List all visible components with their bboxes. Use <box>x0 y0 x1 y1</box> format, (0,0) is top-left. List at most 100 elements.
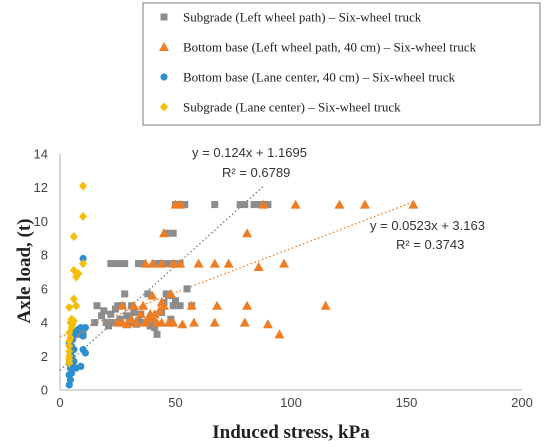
data-point-series-2 <box>126 314 137 324</box>
data-point-series-2 <box>156 297 167 307</box>
data-point-series-2 <box>242 300 253 310</box>
data-point-series-2 <box>154 305 165 315</box>
data-point-series-1 <box>153 260 161 268</box>
data-point-series-2 <box>253 261 264 271</box>
data-point-series-4 <box>74 269 83 279</box>
data-point-series-1 <box>91 319 99 327</box>
data-point-series-1 <box>183 285 191 293</box>
legend-marker-1 <box>160 13 168 21</box>
data-point-series-1 <box>105 322 113 330</box>
data-point-series-1 <box>116 260 124 268</box>
legend-marker-4 <box>160 102 168 112</box>
y-tick-label: 6 <box>41 281 48 296</box>
data-point-series-1 <box>135 260 143 268</box>
data-point-series-1 <box>135 317 143 325</box>
data-point-series-1 <box>130 308 138 316</box>
legend-marker-2 <box>159 42 169 51</box>
trendline-1-equation: y = 0.124x + 1.1695 <box>192 145 307 160</box>
data-point-series-1 <box>153 330 161 338</box>
data-point-series-2 <box>193 258 204 268</box>
data-point-series-3 <box>79 254 87 263</box>
data-point-series-1 <box>144 290 152 298</box>
data-point-series-1 <box>169 229 177 237</box>
data-point-series-1 <box>121 290 129 298</box>
data-point-series-1 <box>264 201 272 209</box>
data-point-series-1 <box>109 319 117 327</box>
data-point-series-1 <box>121 260 129 268</box>
data-point-series-2 <box>359 199 370 209</box>
data-point-series-4 <box>72 301 81 311</box>
y-tick-label: 2 <box>41 349 48 364</box>
data-point-series-2 <box>147 258 158 268</box>
legend-label-1: Subgrade (Left wheel path) – Six-wheel t… <box>183 10 422 25</box>
data-point-series-2 <box>209 317 220 327</box>
y-tick-label: 14 <box>34 147 48 162</box>
data-point-series-1 <box>169 302 177 310</box>
data-point-series-2 <box>212 300 223 310</box>
data-point-series-4 <box>65 346 74 356</box>
y-tick-label: 4 <box>41 315 48 330</box>
data-point-series-4 <box>69 316 78 326</box>
y-tick-label: 12 <box>34 180 48 195</box>
data-point-series-2 <box>131 317 142 327</box>
data-point-series-2 <box>158 228 169 238</box>
x-tick-label: 200 <box>511 395 533 410</box>
data-point-series-1 <box>255 201 263 209</box>
data-point-series-2 <box>175 199 186 209</box>
data-point-series-2 <box>334 199 345 209</box>
data-point-series-2 <box>168 258 179 268</box>
trendline-2-equation: y = 0.0523x + 3.163 <box>370 218 485 233</box>
data-point-series-2 <box>138 300 149 310</box>
data-point-series-1 <box>100 307 108 315</box>
data-point-series-1 <box>74 330 82 338</box>
data-point-series-4 <box>79 181 88 191</box>
x-tick-label: 0 <box>56 395 63 410</box>
data-points <box>65 181 419 389</box>
data-point-series-1 <box>165 260 173 268</box>
data-point-series-2 <box>262 319 273 329</box>
data-point-series-1 <box>123 312 131 320</box>
data-point-series-2 <box>242 228 253 238</box>
data-point-series-1 <box>250 201 258 209</box>
data-point-series-2 <box>175 258 186 268</box>
data-point-series-3 <box>79 332 87 340</box>
data-point-series-4 <box>65 351 74 361</box>
legend-label-2: Bottom base (Left wheel path, 40 cm) – S… <box>183 40 477 55</box>
data-point-series-2 <box>128 300 139 310</box>
data-point-series-4 <box>69 232 78 242</box>
data-point-series-1 <box>151 324 159 332</box>
y-tick-label: 10 <box>34 214 48 229</box>
data-point-series-3 <box>81 349 90 357</box>
data-point-series-2 <box>165 288 176 298</box>
legend: Subgrade (Left wheel path) – Six-wheel t… <box>142 2 541 126</box>
data-point-series-4 <box>65 341 74 351</box>
y-tick-label: 0 <box>41 383 48 398</box>
data-point-series-1 <box>93 302 101 310</box>
data-point-series-2 <box>223 258 234 268</box>
data-point-series-1 <box>211 201 219 209</box>
data-point-series-4 <box>79 259 88 269</box>
data-point-series-2 <box>117 300 128 310</box>
x-tick-label: 100 <box>280 395 302 410</box>
data-point-series-2 <box>156 258 167 268</box>
data-point-series-1 <box>172 297 179 305</box>
data-point-series-2 <box>290 199 301 209</box>
data-point-series-2 <box>177 319 188 329</box>
data-point-series-2 <box>168 317 179 327</box>
data-point-series-2 <box>156 317 167 327</box>
data-point-series-2 <box>188 317 199 327</box>
data-point-series-2 <box>274 329 285 339</box>
data-point-series-2 <box>258 199 269 209</box>
trendline-1 <box>59 185 264 371</box>
data-point-series-2 <box>239 317 250 327</box>
data-point-series-1 <box>114 302 122 310</box>
data-point-series-3 <box>81 324 90 332</box>
data-point-series-1 <box>167 315 175 323</box>
data-point-series-2 <box>408 199 419 209</box>
trendlines <box>59 185 414 371</box>
data-point-series-2 <box>209 258 220 268</box>
trendline-1-r2: R² = 0.6789 <box>222 165 290 180</box>
data-point-series-1 <box>107 260 115 268</box>
data-point-series-2 <box>140 258 151 268</box>
